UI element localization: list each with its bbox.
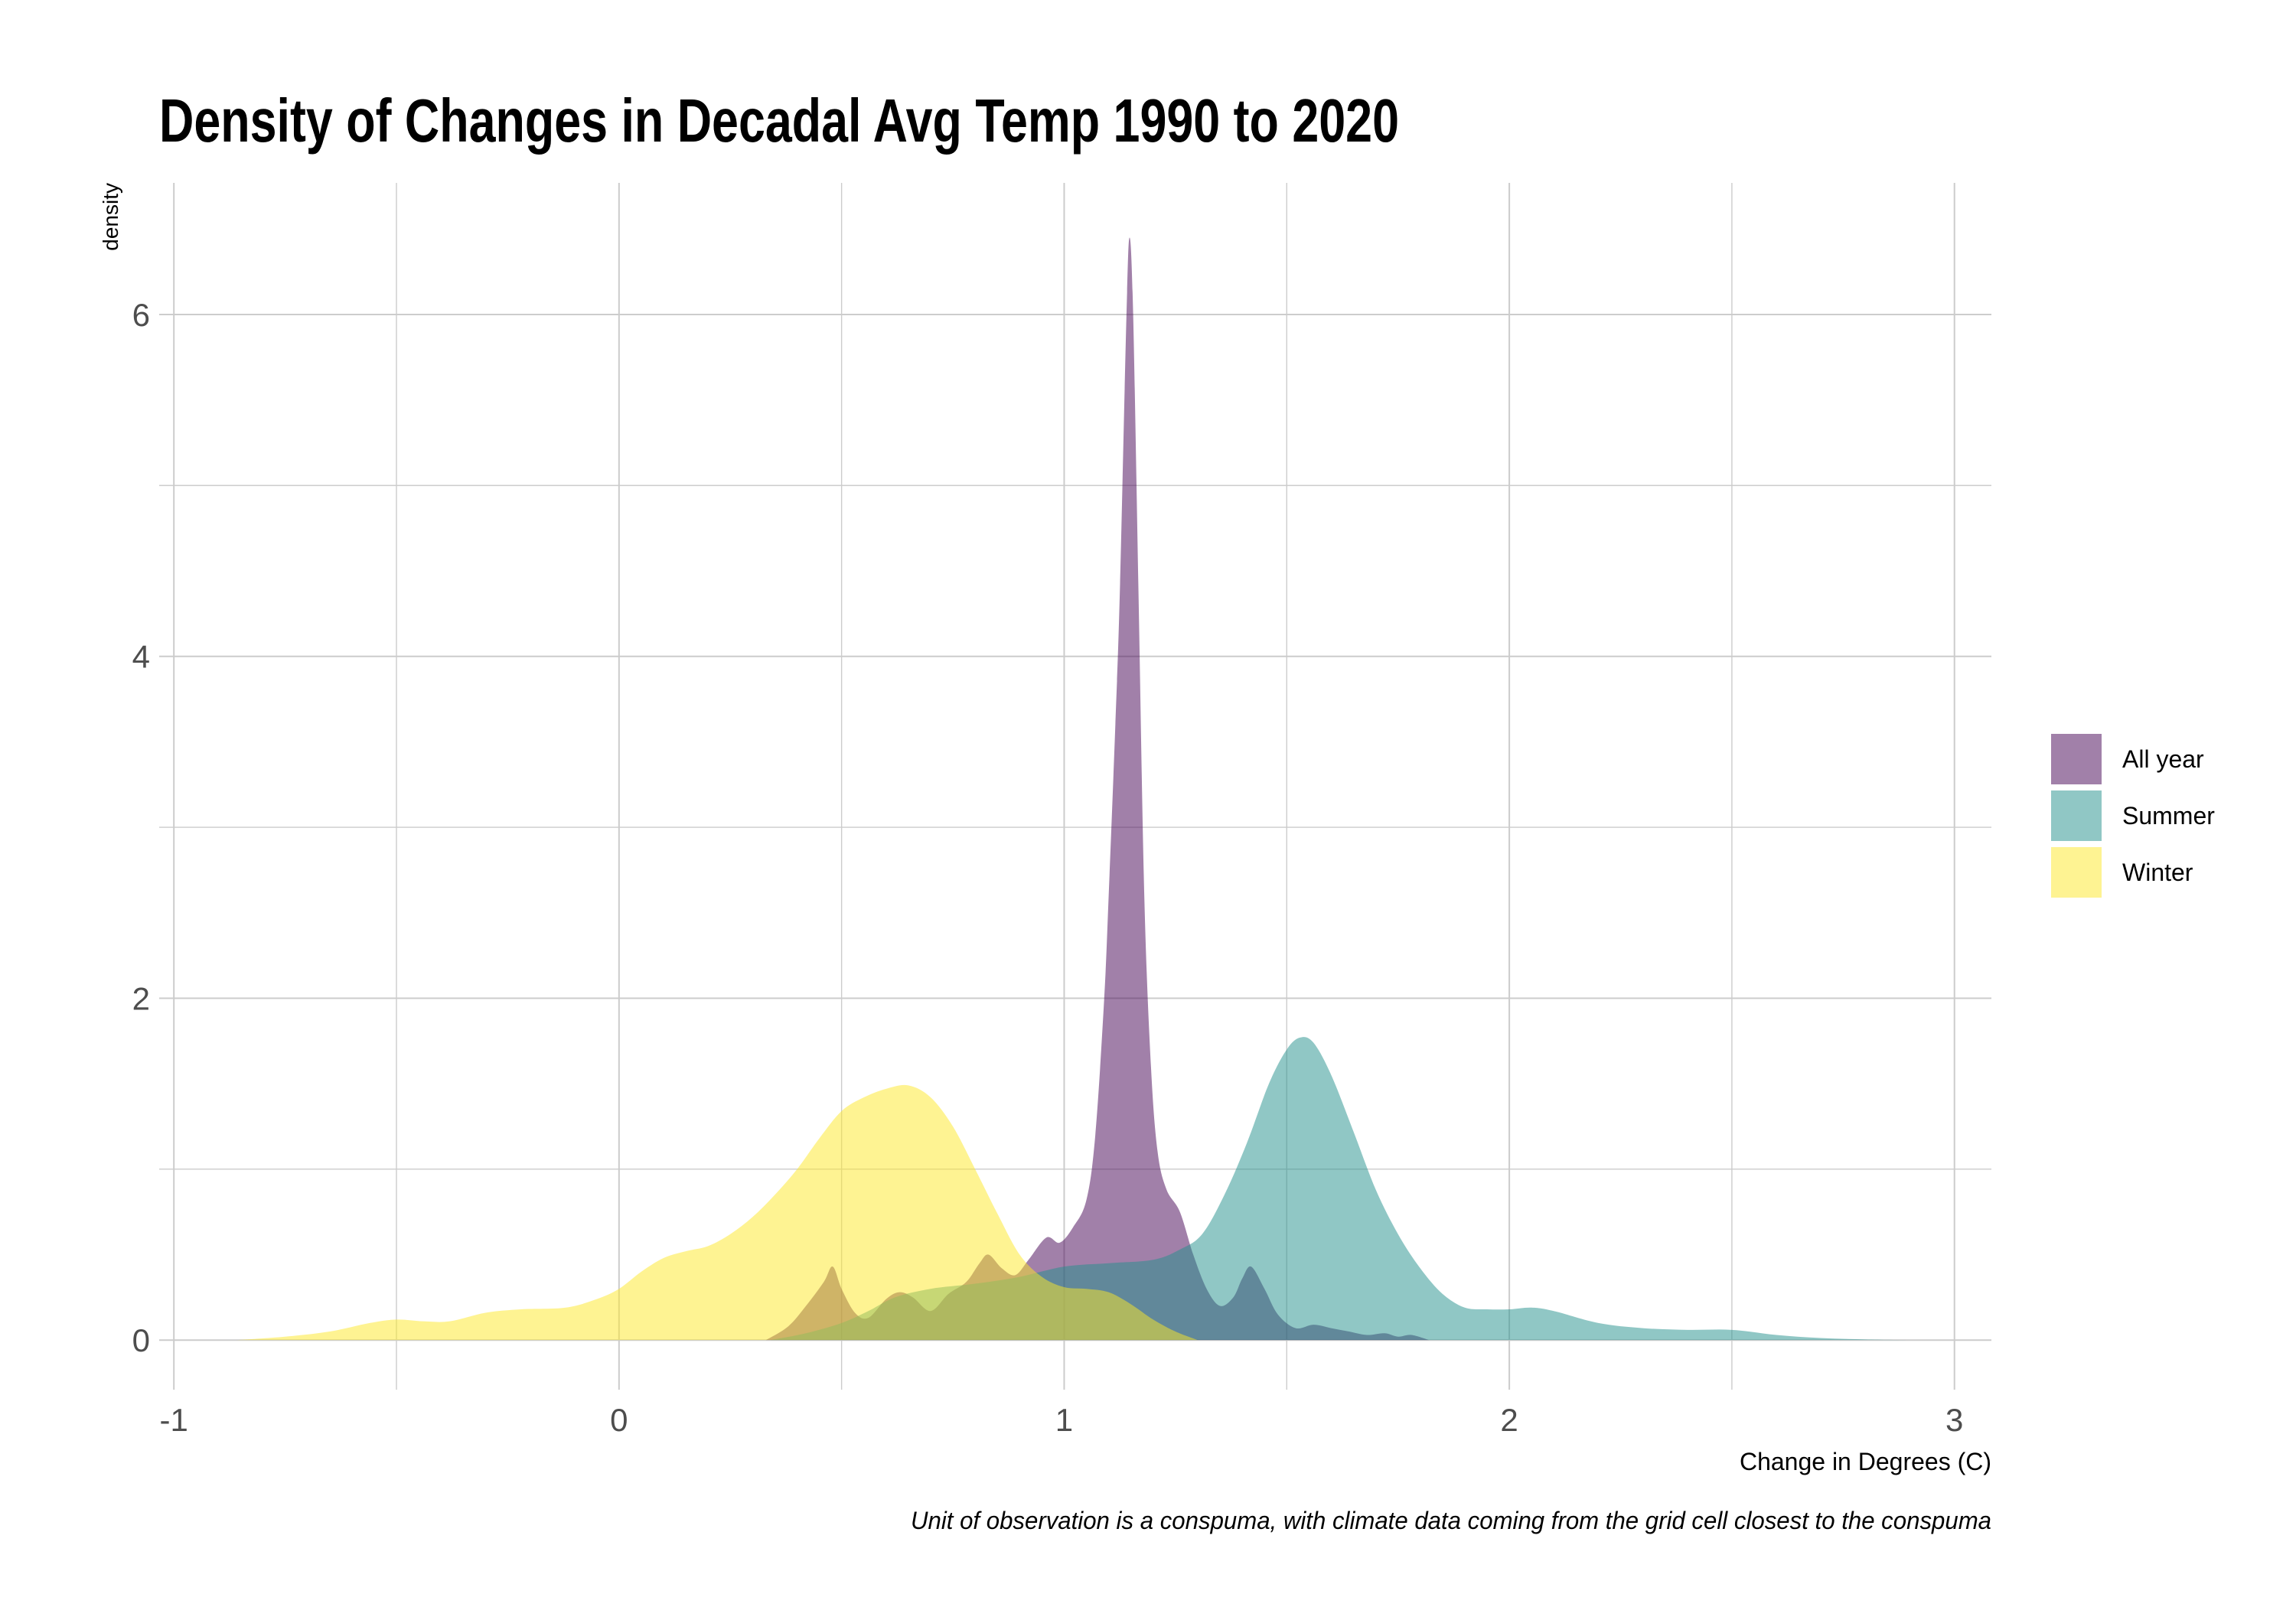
chart-caption: Unit of observation is a conspuma, with …: [911, 1507, 1991, 1534]
grid-lines: [159, 183, 1991, 1390]
y-axis-tick-labels: 0 2 4 6: [132, 297, 150, 1358]
legend-label-all-year: All year: [2122, 745, 2204, 773]
y-tick-label: 2: [132, 980, 150, 1016]
legend-label-summer: Summer: [2122, 802, 2215, 830]
y-tick-label: 4: [132, 639, 150, 675]
x-tick-label: -1: [160, 1402, 188, 1438]
y-tick-label: 0: [132, 1322, 150, 1358]
density-areas: [236, 237, 1910, 1341]
x-tick-label: 2: [1500, 1402, 1518, 1438]
y-tick-label: 6: [132, 297, 150, 333]
x-tick-label: 3: [1945, 1402, 1963, 1438]
y-axis-title: density: [99, 183, 122, 251]
density-area-winter: [236, 1084, 1198, 1341]
legend-label-winter: Winter: [2122, 859, 2193, 886]
density-area-summer: [770, 1037, 1910, 1341]
legend-key-winter: [2051, 847, 2102, 898]
density-area-all-year: [765, 237, 1430, 1341]
legend: All year Summer Winter: [2051, 734, 2215, 898]
legend-key-summer: [2051, 790, 2102, 841]
x-tick-label: 1: [1055, 1402, 1073, 1438]
x-tick-label: 0: [610, 1402, 628, 1438]
chart-title: Density of Changes in Decadal Avg Temp 1…: [159, 86, 1399, 155]
x-axis-title: Change in Degrees (C): [1740, 1448, 1991, 1475]
legend-key-all-year: [2051, 734, 2102, 784]
x-axis-tick-labels: -1 0 1 2 3: [160, 1402, 1964, 1438]
